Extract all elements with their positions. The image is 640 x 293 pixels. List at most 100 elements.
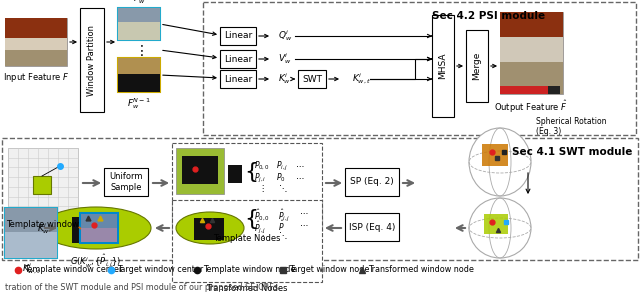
Bar (182, 156, 218, 184)
Text: SP (Eq. 2): SP (Eq. 2) (350, 178, 394, 187)
Bar (5, 18, 67, 66)
Text: $K_w^i$: $K_w^i$ (37, 222, 51, 236)
Text: Linear: Linear (224, 54, 252, 64)
Text: $P_0$: $P_0$ (276, 172, 285, 185)
Bar (2, 138, 638, 260)
Text: $\hat{P}_{0,0}$: $\hat{P}_{0,0}$ (254, 207, 270, 223)
Text: Linear: Linear (224, 74, 252, 84)
Text: $\cdots$: $\cdots$ (295, 160, 305, 169)
Text: $\hat{P}_{j,i}$: $\hat{P}_{j,i}$ (254, 219, 266, 236)
Text: Spherical Rotation: Spherical Rotation (536, 117, 607, 127)
Bar (482, 144, 508, 166)
Text: $\ddots$: $\ddots$ (278, 230, 287, 241)
Bar (118, 8, 160, 40)
Text: Target window node: Target window node (289, 265, 369, 275)
Text: $F_w^0$: $F_w^0$ (133, 0, 145, 6)
Bar (500, 62, 563, 94)
Bar (118, 58, 160, 92)
Text: Uniform
Sample: Uniform Sample (109, 172, 143, 192)
Bar (220, 70, 256, 88)
Bar (118, 58, 160, 74)
Text: Transformed Nodes: Transformed Nodes (206, 284, 288, 293)
Text: $\{$: $\{$ (244, 207, 257, 231)
Text: (Eq. 3): (Eq. 3) (536, 127, 561, 137)
Bar (80, 213, 118, 243)
Bar (81, 228, 117, 242)
Text: Sec 4.1 SWT module: Sec 4.1 SWT module (511, 147, 632, 157)
Text: $\{$: $\{$ (244, 160, 257, 184)
Text: $P_{j,i}$: $P_{j,i}$ (254, 172, 266, 185)
Text: SWT: SWT (302, 74, 322, 84)
Text: $F_w^{N-1}$: $F_w^{N-1}$ (127, 96, 151, 111)
Bar (118, 8, 160, 22)
Bar (72, 217, 112, 243)
Text: $\cdots$: $\cdots$ (299, 219, 308, 228)
Ellipse shape (41, 207, 151, 249)
Bar (5, 50, 67, 66)
Bar (118, 74, 160, 92)
Bar (220, 50, 256, 68)
Bar (176, 148, 224, 194)
Ellipse shape (469, 198, 531, 258)
Text: $G(K_w^i, \{\hat{P}_{i,j}\})$: $G(K_w^i, \{\hat{P}_{i,j}\})$ (70, 252, 122, 269)
Text: $K_{w,t}^i$: $K_{w,t}^i$ (352, 72, 371, 86)
Text: $P_{0,0}$: $P_{0,0}$ (254, 160, 270, 172)
Bar (5, 232, 57, 258)
Text: $K_w^i$: $K_w^i$ (278, 71, 291, 86)
Text: Target window center: Target window center (117, 265, 204, 275)
Bar (298, 70, 326, 88)
Bar (5, 18, 67, 38)
Text: MHSA: MHSA (438, 53, 447, 79)
Text: $Q_w^i$: $Q_w^i$ (278, 28, 292, 43)
Bar (33, 176, 51, 194)
Text: $P_{i,j}$: $P_{i,j}$ (276, 160, 288, 173)
Bar (172, 200, 322, 282)
Text: Linear: Linear (224, 32, 252, 40)
Bar (203, 2, 636, 135)
Bar (345, 168, 399, 196)
Ellipse shape (469, 128, 531, 196)
Bar (536, 86, 548, 94)
Bar (500, 12, 563, 37)
Bar (345, 213, 399, 241)
Bar (228, 165, 242, 183)
Bar (22, 223, 66, 235)
Text: $\vdots$: $\vdots$ (258, 183, 264, 194)
Bar (524, 86, 536, 94)
Bar (512, 86, 524, 94)
Bar (172, 143, 322, 231)
Text: tration of the SWT module and PSI module of our proposed SE-CRFs.: tration of the SWT module and PSI module… (5, 283, 280, 292)
Ellipse shape (176, 212, 244, 244)
Bar (432, 15, 454, 117)
Text: $K_{w,t}^i$: $K_{w,t}^i$ (22, 261, 40, 276)
Bar (5, 208, 57, 258)
Text: Template Nodes: Template Nodes (213, 234, 281, 243)
Text: Template window center: Template window center (24, 265, 122, 275)
Bar (80, 8, 104, 112)
Bar (548, 86, 560, 94)
Text: $\hat{P}$: $\hat{P}$ (278, 219, 285, 234)
Bar (5, 208, 57, 232)
Text: $\cdots$: $\cdots$ (299, 207, 308, 216)
Text: $\vdots$: $\vdots$ (258, 230, 264, 241)
Bar (500, 86, 512, 94)
Bar (500, 12, 563, 94)
Text: Output Feature $\hat{F}$: Output Feature $\hat{F}$ (494, 98, 568, 115)
Bar (118, 22, 160, 40)
Text: $\hat{P}_{i,j}$: $\hat{P}_{i,j}$ (278, 207, 291, 224)
Text: $V_w^i$: $V_w^i$ (278, 52, 291, 67)
Text: Template window: Template window (6, 220, 79, 229)
Bar (466, 30, 488, 102)
Bar (500, 37, 563, 62)
Text: $\vdots$: $\vdots$ (134, 42, 144, 57)
Bar (220, 27, 256, 45)
Bar (5, 38, 67, 50)
Text: Transformed window node: Transformed window node (368, 265, 474, 275)
Text: ISP (Eq. 4): ISP (Eq. 4) (349, 222, 395, 231)
Text: $\ddots$: $\ddots$ (278, 183, 287, 194)
Text: Input Feature $F$: Input Feature $F$ (3, 71, 69, 84)
Text: Window Partition: Window Partition (88, 25, 97, 96)
Bar (484, 214, 508, 234)
Bar (194, 218, 224, 240)
Text: Sec 4.2 PSI module: Sec 4.2 PSI module (432, 11, 545, 21)
